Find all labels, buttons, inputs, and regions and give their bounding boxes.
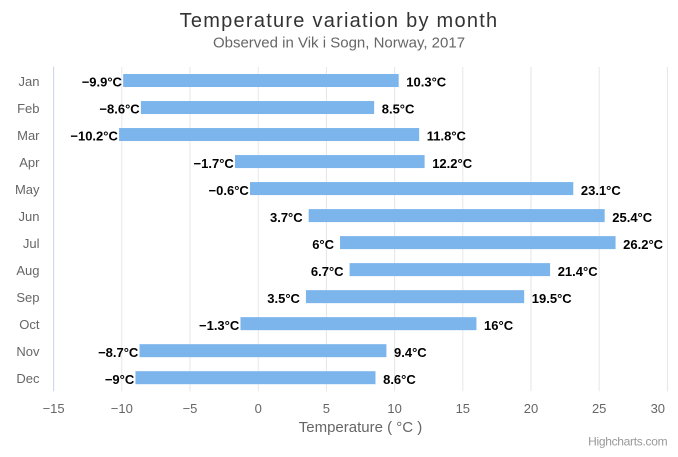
svg-text:Jan: Jan xyxy=(19,74,40,89)
svg-text:8.5°C: 8.5°C xyxy=(382,102,415,117)
svg-text:30: 30 xyxy=(651,401,665,416)
svg-text:3.7°C: 3.7°C xyxy=(270,210,303,225)
svg-text:Aug: Aug xyxy=(16,263,39,278)
svg-text:−15: −15 xyxy=(43,401,65,416)
svg-text:Feb: Feb xyxy=(17,101,39,116)
svg-text:3.5°C: 3.5°C xyxy=(267,291,300,306)
svg-text:Oct: Oct xyxy=(19,317,40,332)
svg-text:−9.9°C: −9.9°C xyxy=(82,75,123,90)
svg-text:−5: −5 xyxy=(183,401,198,416)
svg-text:−9°C: −9°C xyxy=(105,372,135,387)
svg-text:−0.6°C: −0.6°C xyxy=(209,183,250,198)
svg-text:6.7°C: 6.7°C xyxy=(311,264,344,279)
svg-text:−10.2°C: −10.2°C xyxy=(70,129,118,144)
svg-text:25.4°C: 25.4°C xyxy=(612,210,653,225)
svg-text:Apr: Apr xyxy=(19,155,40,170)
svg-text:25: 25 xyxy=(592,401,606,416)
svg-text:−8.6°C: −8.6°C xyxy=(99,102,140,117)
svg-text:26.2°C: 26.2°C xyxy=(623,237,664,252)
svg-text:Temperature ( °C ): Temperature ( °C ) xyxy=(299,419,423,436)
svg-text:11.8°C: 11.8°C xyxy=(427,129,467,144)
svg-text:0: 0 xyxy=(255,401,262,416)
svg-text:−8.7°C: −8.7°C xyxy=(98,345,139,360)
svg-text:23.1°C: 23.1°C xyxy=(581,183,622,198)
svg-text:Jul: Jul xyxy=(23,236,40,251)
svg-text:−10: −10 xyxy=(111,401,133,416)
svg-text:16°C: 16°C xyxy=(484,318,514,333)
svg-text:Highcharts.com: Highcharts.com xyxy=(588,435,667,449)
svg-text:Mar: Mar xyxy=(17,128,40,143)
svg-text:Sep: Sep xyxy=(16,290,39,305)
svg-text:Observed in Vik i Sogn, Norway: Observed in Vik i Sogn, Norway, 2017 xyxy=(213,35,465,52)
svg-text:6°C: 6°C xyxy=(312,237,334,252)
svg-text:19.5°C: 19.5°C xyxy=(532,291,573,306)
svg-text:Temperature variation by month: Temperature variation by month xyxy=(180,10,499,32)
svg-text:−1.3°C: −1.3°C xyxy=(199,318,240,333)
svg-text:Dec: Dec xyxy=(16,371,40,386)
svg-text:10: 10 xyxy=(387,401,401,416)
svg-text:15: 15 xyxy=(456,401,470,416)
svg-text:Nov: Nov xyxy=(16,344,40,359)
svg-text:20: 20 xyxy=(524,401,538,416)
svg-text:10.3°C: 10.3°C xyxy=(406,75,447,90)
svg-text:21.4°C: 21.4°C xyxy=(558,264,599,279)
svg-text:9.4°C: 9.4°C xyxy=(394,345,427,360)
svg-text:5: 5 xyxy=(323,401,330,416)
svg-text:8.6°C: 8.6°C xyxy=(383,372,416,387)
svg-text:Jun: Jun xyxy=(19,209,40,224)
svg-text:12.2°C: 12.2°C xyxy=(432,156,473,171)
svg-text:−1.7°C: −1.7°C xyxy=(194,156,235,171)
svg-text:May: May xyxy=(15,182,40,197)
